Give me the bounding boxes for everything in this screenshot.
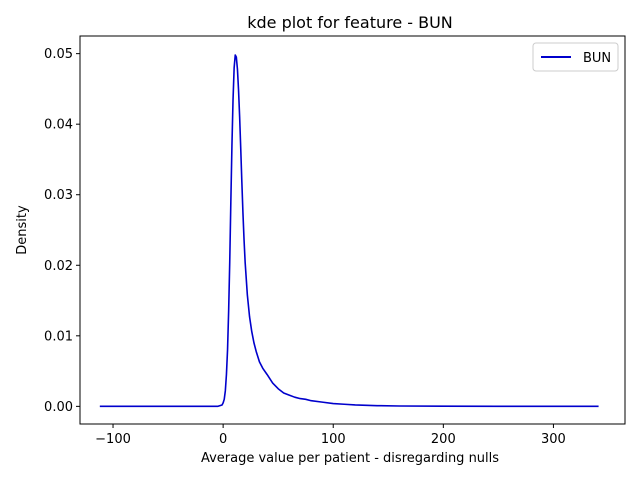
y-tick-label: 0.00 bbox=[44, 400, 73, 415]
legend-label: BUN bbox=[583, 51, 611, 66]
x-axis-label: Average value per patient - disregarding… bbox=[201, 451, 499, 466]
y-tick-label: 0.04 bbox=[44, 118, 73, 133]
series-line-bun bbox=[99, 54, 599, 408]
x-tick-label: −100 bbox=[95, 432, 131, 447]
legend: BUN bbox=[532, 42, 619, 72]
x-tick-label: 200 bbox=[431, 432, 456, 447]
y-tick-label: 0.02 bbox=[44, 259, 73, 274]
x-tick-label: 100 bbox=[321, 432, 346, 447]
legend-box bbox=[532, 42, 619, 72]
plot-area bbox=[99, 54, 599, 408]
y-axis-label: Density bbox=[15, 205, 30, 255]
y-tick-label: 0.01 bbox=[44, 329, 73, 344]
x-tick-label: 0 bbox=[219, 432, 227, 447]
plot-frame bbox=[79, 35, 626, 425]
y-axis: 0.00 0.01 0.02 0.03 0.04 0.05 bbox=[44, 47, 80, 415]
y-tick-label: 0.03 bbox=[44, 188, 73, 203]
x-tick-label: 300 bbox=[541, 432, 566, 447]
y-tick-label: 0.05 bbox=[44, 47, 73, 62]
x-axis: −100 0 100 200 300 bbox=[95, 424, 566, 447]
chart-title: kde plot for feature - BUN bbox=[247, 13, 453, 32]
